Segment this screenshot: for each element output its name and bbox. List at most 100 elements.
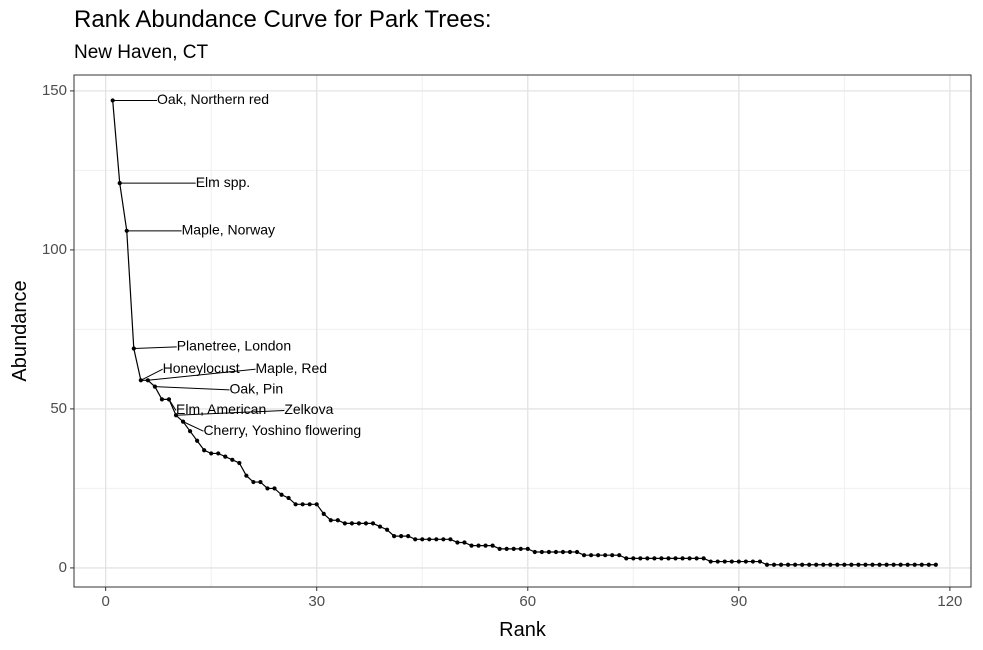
data-point: [553, 549, 559, 555]
data-point: [638, 556, 643, 561]
data-point: [202, 448, 207, 453]
data-point: [525, 546, 530, 551]
data-point: [223, 454, 228, 459]
data-point: [469, 543, 474, 548]
annotation-label: Oak, Northern red: [157, 91, 269, 107]
data-point: [884, 562, 889, 567]
annotation-label: Elm, American: [176, 401, 266, 417]
data-point: [574, 549, 580, 555]
data-point: [624, 556, 629, 561]
data-point: [370, 521, 376, 526]
data-point: [448, 537, 453, 542]
data-point: [455, 540, 460, 545]
data-point: [307, 502, 312, 507]
data-point: [757, 559, 763, 564]
y-tick-label: 100: [42, 241, 67, 258]
annotation-label: Elm spp.: [196, 174, 250, 190]
x-tick-label: 0: [101, 593, 109, 610]
data-point: [518, 546, 523, 551]
annotation-connector: [175, 410, 285, 416]
data-point: [877, 562, 882, 567]
data-point: [919, 562, 924, 567]
annotation-connector: [168, 399, 177, 411]
data-point: [631, 556, 636, 561]
data-point: [588, 553, 594, 558]
data-point: [898, 562, 903, 567]
data-point: [532, 549, 537, 555]
data-point: [349, 521, 354, 526]
data-point: [863, 562, 868, 567]
data-point: [335, 518, 340, 523]
data-point: [785, 562, 791, 567]
data-point: [413, 537, 418, 542]
data-point: [279, 492, 284, 497]
data-point: [145, 378, 150, 383]
data-point: [377, 524, 383, 529]
data-point: [814, 562, 819, 567]
data-point: [504, 546, 509, 551]
data-point: [483, 543, 488, 548]
data-point: [131, 346, 136, 351]
data-point: [230, 457, 235, 462]
data-point: [244, 473, 249, 478]
data-point: [603, 553, 608, 558]
series-layer: [110, 98, 938, 567]
data-point: [490, 543, 495, 548]
data-point: [356, 521, 362, 526]
data-point: [610, 553, 615, 558]
y-tick-label: 0: [59, 559, 67, 576]
data-point: [392, 534, 397, 539]
data-point: [828, 562, 833, 567]
data-point: [708, 559, 713, 564]
data-point: [209, 451, 214, 456]
data-point: [159, 397, 165, 402]
data-point: [856, 562, 861, 567]
data-point: [870, 562, 875, 567]
data-point: [237, 460, 242, 466]
annotation-label: Honeylocust: [163, 360, 240, 376]
data-point: [195, 438, 200, 443]
data-point: [750, 559, 756, 564]
data-point: [778, 562, 784, 567]
data-point: [800, 562, 805, 567]
x-tick-label: 60: [519, 593, 536, 610]
annotation-connector: [154, 386, 230, 391]
data-point: [476, 543, 481, 548]
plot-border: [73, 74, 972, 588]
data-point: [314, 502, 319, 507]
data-point: [321, 511, 326, 516]
annotation-connector: [140, 368, 163, 381]
data-point: [694, 556, 699, 561]
data-point: [293, 502, 298, 507]
data-point: [251, 479, 256, 485]
annotation-label: Cherry, Yoshino flowering: [203, 422, 361, 438]
data-point: [807, 562, 812, 567]
data-point: [546, 549, 551, 555]
data-point: [715, 559, 720, 564]
data-point: [384, 527, 390, 532]
y-tick-label: 50: [50, 400, 67, 417]
data-point: [687, 556, 692, 561]
x-tick-label: 30: [308, 593, 325, 610]
data-point: [420, 537, 425, 542]
data-point: [427, 537, 432, 542]
annotation-connector: [133, 346, 177, 349]
data-point: [891, 562, 896, 567]
data-point: [659, 556, 664, 561]
data-point: [300, 502, 305, 507]
annotation-label: Maple, Norway: [182, 222, 275, 238]
data-point: [581, 553, 587, 558]
annotation-label: Planetree, London: [177, 338, 291, 354]
data-point: [842, 562, 847, 567]
y-axis-title: Abundance: [9, 280, 31, 381]
annotation-connector: [147, 368, 256, 381]
data-point: [617, 553, 622, 558]
data-point: [933, 562, 938, 567]
data-point: [272, 486, 277, 491]
data-point: [793, 562, 798, 567]
data-point: [821, 562, 826, 567]
data-point: [771, 562, 777, 567]
x-tick-label: 120: [937, 593, 962, 610]
data-point: [406, 534, 411, 539]
data-point: [497, 546, 502, 551]
